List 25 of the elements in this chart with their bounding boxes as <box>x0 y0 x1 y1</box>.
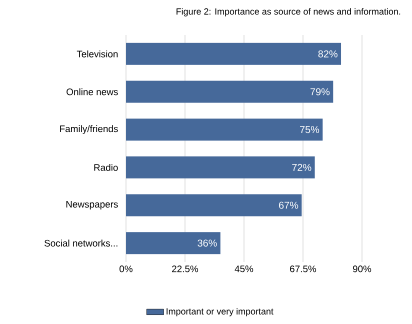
data-label: 79% <box>310 88 330 96</box>
y-tick-label: Online news <box>66 88 118 96</box>
y-tick-label: Television <box>76 50 118 58</box>
bar <box>126 80 334 103</box>
data-label: 72% <box>292 164 312 171</box>
bar <box>126 42 342 65</box>
chart-title: Figure 2: Importance as source of news and information. <box>176 8 400 16</box>
y-tick-label: Family/friends <box>60 125 118 134</box>
y-tick-label: Radio <box>94 164 118 171</box>
data-label: 36% <box>198 240 217 247</box>
x-tick-label: 45% <box>234 266 254 272</box>
bar <box>126 118 323 141</box>
bar <box>126 156 315 178</box>
y-tick-label: Newspapers <box>66 201 118 210</box>
bar <box>126 194 302 216</box>
data-label: 82% <box>318 50 338 58</box>
bar <box>126 232 220 254</box>
x-tick-label: 90% <box>352 266 372 272</box>
y-tick-label: Social networks... <box>44 240 118 247</box>
x-tick-label: 67.5% <box>290 266 316 272</box>
x-tick-label: 22.5% <box>172 266 198 272</box>
data-label: 75% <box>300 126 320 134</box>
x-tick-label: 0% <box>120 266 132 272</box>
legend-label: Important or very important <box>166 308 274 316</box>
data-label: 67% <box>279 202 298 209</box>
